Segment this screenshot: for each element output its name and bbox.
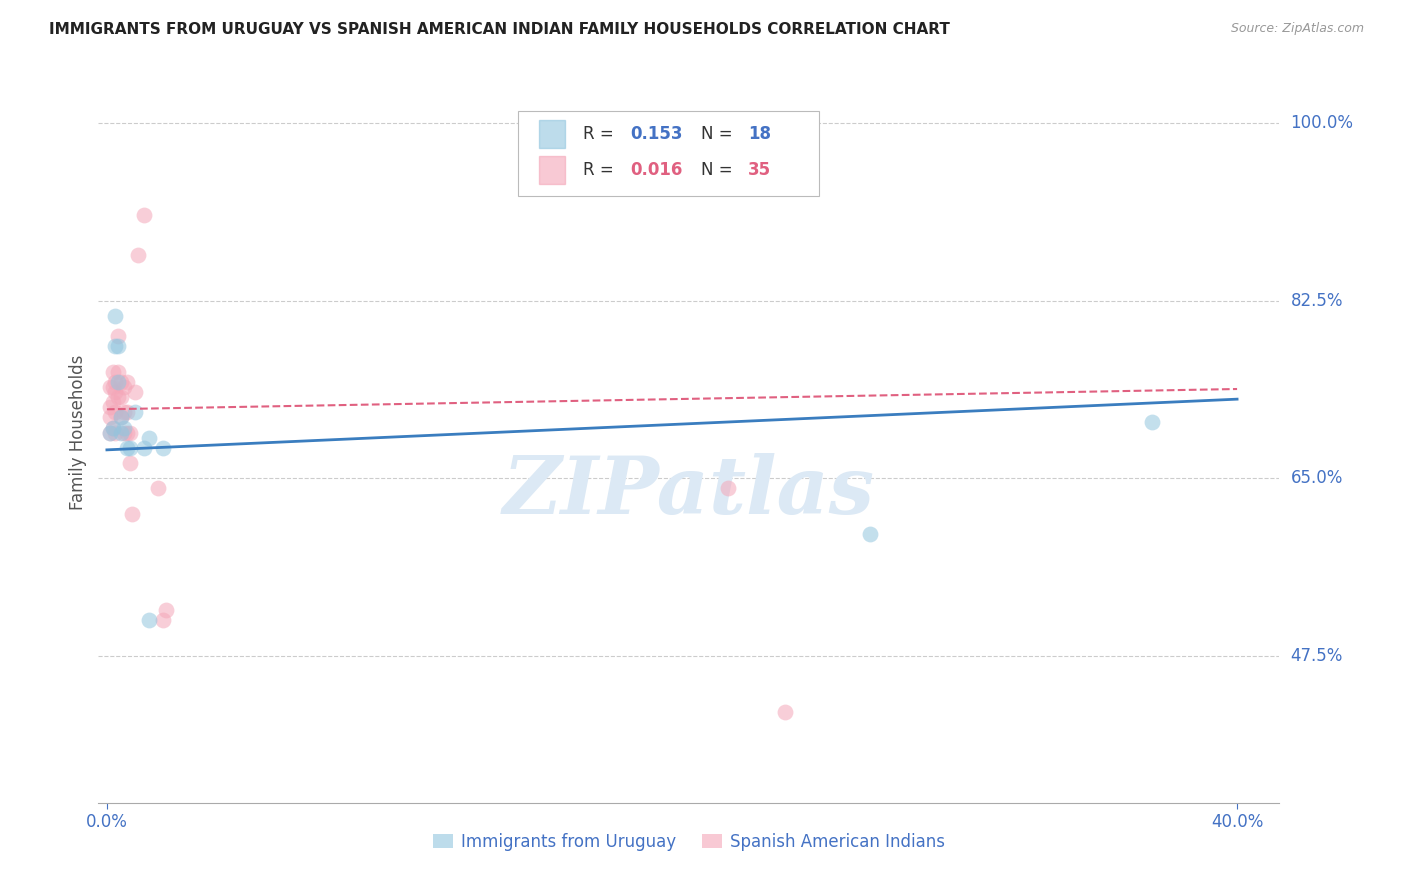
Text: ZIPatlas: ZIPatlas <box>503 453 875 531</box>
Point <box>101 395 124 409</box>
Point <box>98 380 121 394</box>
Y-axis label: Family Households: Family Households <box>69 355 87 510</box>
Text: IMMIGRANTS FROM URUGUAY VS SPANISH AMERICAN INDIAN FAMILY HOUSEHOLDS CORRELATION: IMMIGRANTS FROM URUGUAY VS SPANISH AMERI… <box>49 22 950 37</box>
Point <box>773 705 796 719</box>
Point <box>112 405 135 419</box>
Text: 0.153: 0.153 <box>630 125 682 144</box>
Point <box>112 425 135 440</box>
Point <box>124 385 146 400</box>
Text: N =: N = <box>700 161 738 178</box>
Point <box>107 329 129 343</box>
Point <box>98 425 121 440</box>
Point <box>104 339 127 353</box>
Point <box>146 482 169 496</box>
Point <box>104 309 127 323</box>
Point <box>107 390 129 404</box>
Point <box>107 365 129 379</box>
Point <box>1142 416 1164 430</box>
Point <box>107 375 129 389</box>
Text: 65.0%: 65.0% <box>1291 469 1343 487</box>
Point <box>118 456 141 470</box>
Text: N =: N = <box>700 125 738 144</box>
Point <box>110 390 132 404</box>
Point <box>107 339 129 353</box>
Point <box>121 507 143 521</box>
Point <box>124 405 146 419</box>
FancyBboxPatch shape <box>538 156 565 184</box>
Point <box>112 420 135 434</box>
Point <box>101 365 124 379</box>
Text: 100.0%: 100.0% <box>1291 114 1354 132</box>
Point <box>104 405 127 419</box>
Point <box>138 613 160 627</box>
Point <box>152 613 174 627</box>
Point <box>717 482 740 496</box>
Point <box>132 208 155 222</box>
Point <box>98 425 121 440</box>
Point <box>112 380 135 394</box>
Point <box>110 425 132 440</box>
Point <box>110 410 132 425</box>
Point <box>118 441 141 455</box>
Legend: Immigrants from Uruguay, Spanish American Indians: Immigrants from Uruguay, Spanish America… <box>426 826 952 857</box>
Point <box>101 380 124 394</box>
Point <box>115 405 138 419</box>
Point <box>152 441 174 455</box>
Text: R =: R = <box>582 125 619 144</box>
FancyBboxPatch shape <box>538 120 565 148</box>
Point <box>101 420 124 434</box>
Point <box>115 441 138 455</box>
Point <box>98 410 121 425</box>
Point <box>110 410 132 425</box>
Point <box>115 425 138 440</box>
Point <box>138 431 160 445</box>
Point <box>155 603 177 617</box>
FancyBboxPatch shape <box>517 111 818 195</box>
Text: 35: 35 <box>748 161 770 178</box>
Text: 18: 18 <box>748 125 770 144</box>
Point <box>127 248 149 262</box>
Text: 47.5%: 47.5% <box>1291 647 1343 665</box>
Text: 0.016: 0.016 <box>630 161 682 178</box>
Text: 82.5%: 82.5% <box>1291 292 1343 310</box>
Point <box>101 420 124 434</box>
Point <box>98 401 121 415</box>
Point <box>104 375 127 389</box>
Text: Source: ZipAtlas.com: Source: ZipAtlas.com <box>1230 22 1364 36</box>
Point <box>104 425 127 440</box>
Text: R =: R = <box>582 161 619 178</box>
Point <box>104 385 127 400</box>
Point <box>115 375 138 389</box>
Point <box>132 441 155 455</box>
Point <box>118 425 141 440</box>
Point <box>859 527 882 541</box>
Point <box>110 375 132 389</box>
